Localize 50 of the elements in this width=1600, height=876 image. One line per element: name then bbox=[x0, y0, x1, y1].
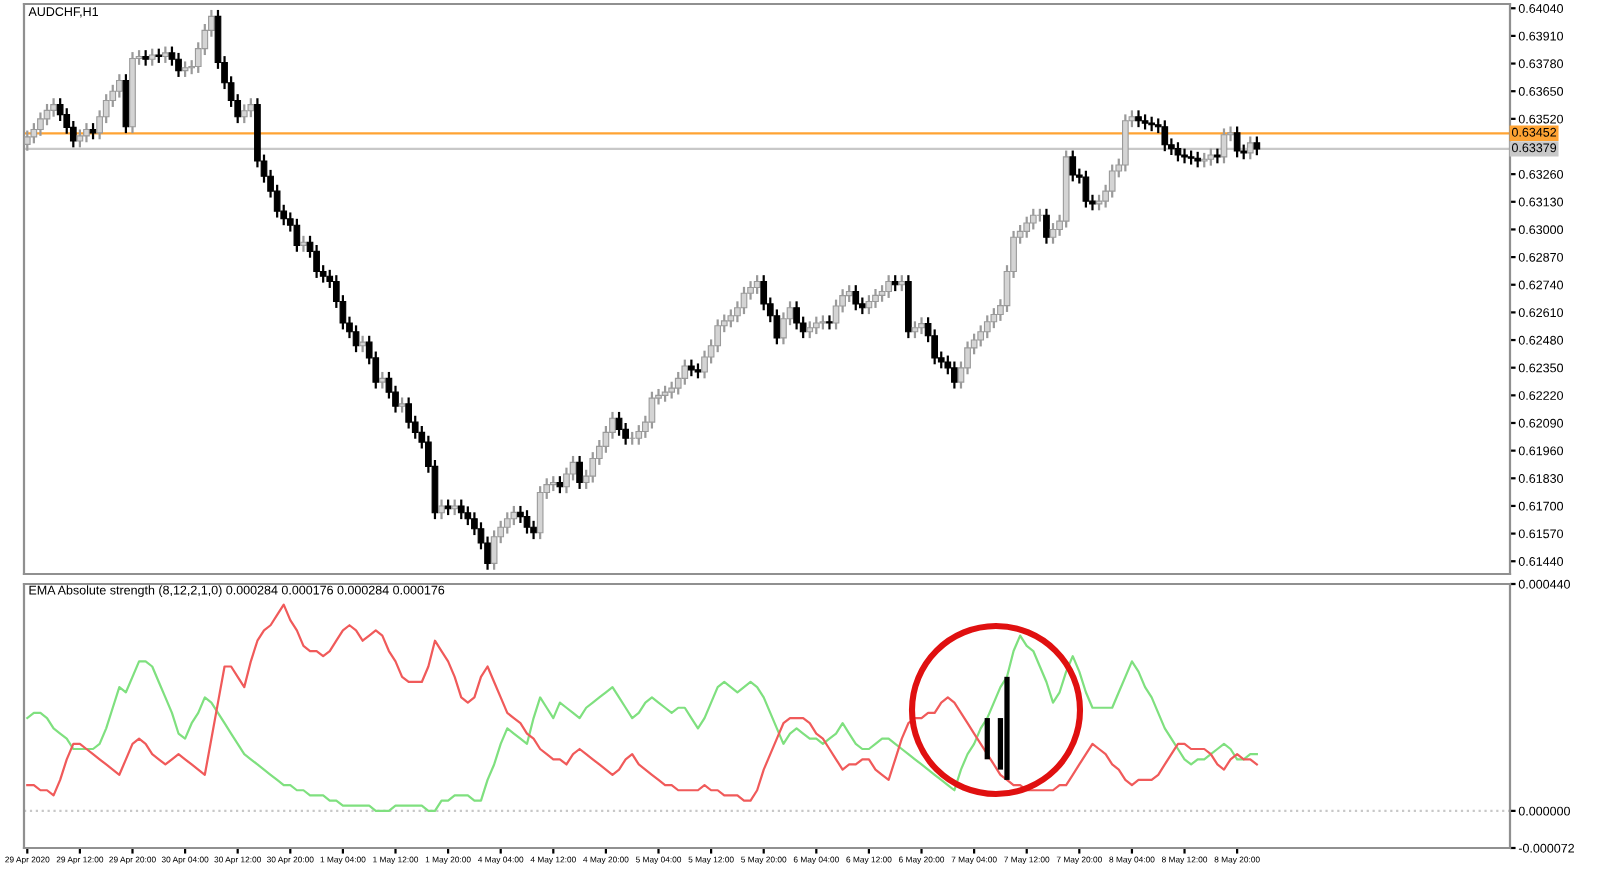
candlestick bbox=[464, 505, 472, 527]
candlestick bbox=[352, 324, 360, 354]
candlestick bbox=[438, 498, 445, 521]
candlestick bbox=[885, 274, 892, 300]
candlestick bbox=[1135, 109, 1142, 129]
candlestick bbox=[865, 294, 873, 316]
candlestick bbox=[648, 390, 656, 430]
line-series bbox=[26, 634, 1258, 812]
candlestick bbox=[240, 103, 248, 125]
candlestick bbox=[293, 217, 301, 253]
candlestick bbox=[615, 410, 623, 437]
candlestick bbox=[175, 51, 182, 79]
candlestick bbox=[872, 287, 879, 310]
candlestick bbox=[793, 300, 800, 331]
candlestick bbox=[1023, 215, 1031, 239]
candlestick bbox=[115, 73, 123, 99]
candlestick bbox=[635, 424, 643, 446]
candlestick bbox=[983, 314, 991, 340]
candlestick bbox=[1214, 147, 1221, 165]
candlestick bbox=[1043, 207, 1050, 245]
candlestick bbox=[50, 97, 57, 118]
candlestick bbox=[1233, 125, 1241, 159]
candlestick bbox=[576, 454, 583, 491]
candlestick bbox=[918, 316, 925, 336]
candlestick bbox=[457, 498, 465, 521]
candlestick bbox=[37, 111, 44, 137]
candlestick bbox=[681, 358, 689, 386]
line-series bbox=[26, 603, 1258, 802]
candlestick bbox=[503, 511, 511, 535]
candlestick bbox=[247, 97, 255, 119]
candlestick bbox=[990, 307, 998, 330]
candlestick bbox=[1069, 149, 1077, 183]
candlestick bbox=[753, 274, 761, 295]
candlestick bbox=[536, 485, 544, 541]
candlestick bbox=[951, 360, 958, 390]
candlestick bbox=[83, 121, 90, 144]
candlestick bbox=[1181, 147, 1188, 165]
candlestick bbox=[826, 314, 833, 331]
candlestick bbox=[300, 234, 307, 253]
candlestick bbox=[1161, 119, 1169, 153]
candlestick bbox=[1049, 221, 1057, 245]
candlestick bbox=[1029, 207, 1037, 231]
candlestick bbox=[1082, 169, 1090, 209]
candlestick bbox=[523, 509, 531, 535]
candlestick bbox=[122, 73, 130, 135]
candlestick bbox=[1253, 135, 1261, 157]
candlestick bbox=[1174, 141, 1182, 163]
candlestick bbox=[852, 284, 860, 312]
candlestick bbox=[510, 504, 518, 527]
candlestick bbox=[313, 243, 320, 280]
